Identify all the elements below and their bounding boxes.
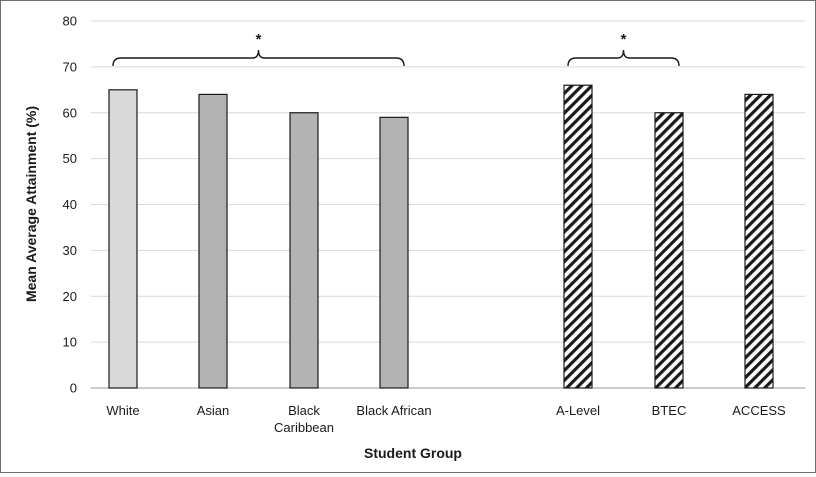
y-tick-label: 20 [63, 289, 77, 304]
gridlines [91, 20, 805, 389]
y-axis-title: Mean Average Attainment (%) [23, 106, 39, 302]
bar-white [108, 89, 138, 389]
bar-black-caribbean [289, 112, 319, 389]
x-tick-label-access: ACCESS [732, 403, 786, 418]
bar-black-african [379, 116, 409, 389]
significance-bracket [112, 49, 405, 67]
y-tick-label: 60 [63, 105, 77, 120]
x-tick-label-asian: Asian [197, 403, 230, 418]
y-tick-label: 50 [63, 151, 77, 166]
x-tick-label-a-level: A-Level [556, 403, 600, 418]
bar-btec [654, 112, 684, 389]
bar-a-level [563, 84, 593, 389]
y-tick-label: 70 [63, 59, 77, 74]
y-tick-label: 0 [70, 381, 77, 396]
y-tick-label: 40 [63, 197, 77, 212]
significance-star: * [621, 31, 627, 48]
y-tick-label: 10 [63, 335, 77, 350]
x-tick-label-black-african: Black African [356, 403, 431, 418]
y-tick-label: 80 [63, 14, 77, 29]
x-axis-title: Student Group [364, 445, 462, 461]
bar-access [744, 93, 774, 389]
significance-star: * [256, 31, 262, 48]
x-tick-label-btec: BTEC [652, 403, 687, 418]
bars [108, 84, 774, 389]
x-tick-label-white: White [106, 403, 139, 418]
x-axis-ticks: White Asian Black Caribbean Black African A-L… [106, 403, 786, 435]
x-tick-label-black-caribbean: Black Caribbean [274, 403, 334, 435]
significance-brackets: * * [112, 31, 680, 67]
significance-bracket [567, 49, 680, 67]
y-axis-ticks: 0 10 20 30 40 50 60 70 80 [63, 14, 77, 396]
y-tick-label: 30 [63, 243, 77, 258]
bar-asian [198, 93, 228, 389]
